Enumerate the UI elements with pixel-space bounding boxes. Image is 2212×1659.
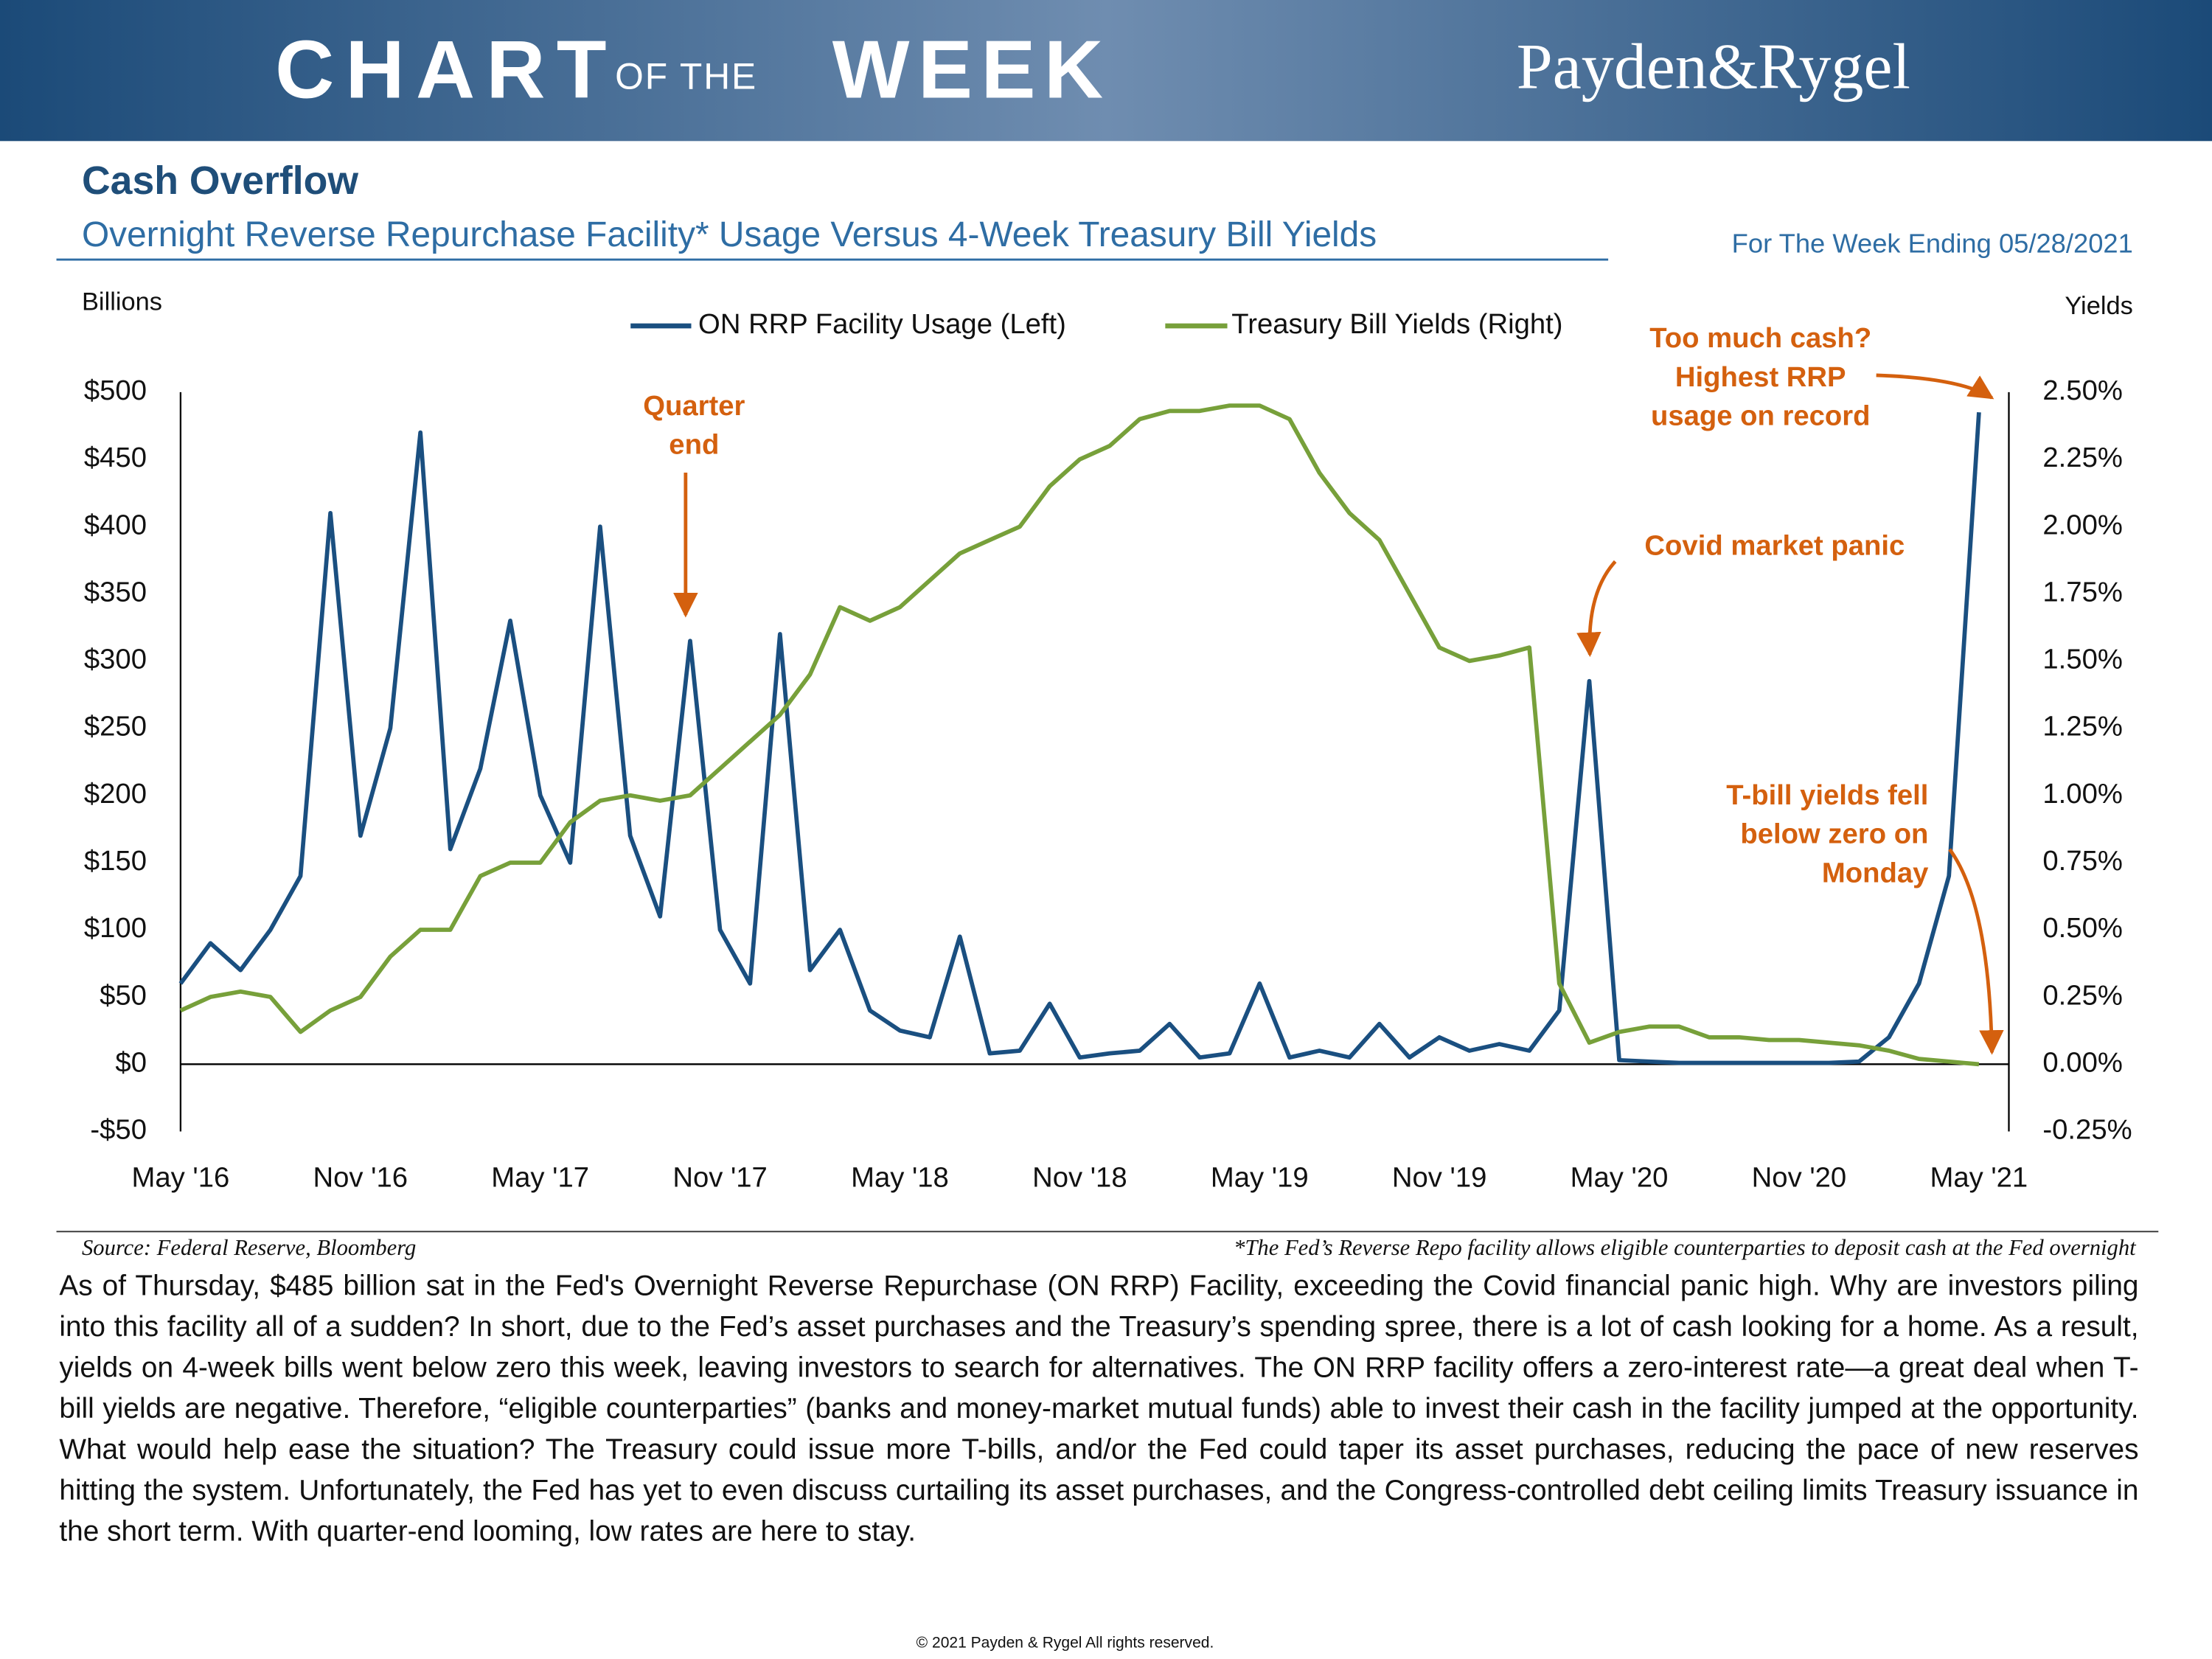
y2-tick-label: 0.75% bbox=[2042, 845, 2122, 877]
annotation: Highest RRP bbox=[1675, 361, 1846, 393]
annotation: usage on record bbox=[1651, 400, 1871, 431]
x-tick-label: May '16 bbox=[132, 1162, 230, 1194]
y2-tick-label: 1.25% bbox=[2042, 711, 2122, 742]
y-tick-label: $50 bbox=[100, 979, 147, 1011]
legend-label: Treasury Bill Yields (Right) bbox=[1231, 308, 1562, 340]
chart-subtitle: Overnight Reverse Repurchase Facility* U… bbox=[82, 215, 1377, 254]
footnote: *The Fed’s Reverse Repo facility allows … bbox=[1234, 1235, 2137, 1260]
series-line bbox=[179, 403, 1980, 1067]
y2-tick-label: 0.25% bbox=[2042, 979, 2122, 1011]
source: Source: Federal Reserve, Bloomberg bbox=[82, 1235, 416, 1260]
banner-mid: OF THE bbox=[615, 55, 757, 97]
annotation: Quarter bbox=[643, 390, 745, 422]
x-tick-label: May '20 bbox=[1571, 1162, 1669, 1194]
annotation: T-bill yields fell bbox=[1726, 779, 1928, 811]
y2-tick-label: 0.00% bbox=[2042, 1046, 2122, 1078]
y2-tick-label: 0.50% bbox=[2042, 912, 2122, 944]
plot: -$50 $0 $50 $100 $150 $200 $250 $300 $350 $400 $45… bbox=[84, 308, 2132, 1194]
annotation: end bbox=[669, 429, 719, 461]
x-tick-label: Nov '17 bbox=[672, 1162, 768, 1194]
y2-tick-label: -0.25% bbox=[2042, 1114, 2132, 1146]
y-axis-label: Billions bbox=[82, 288, 162, 316]
y-tick-label: $100 bbox=[84, 912, 147, 944]
body-box: As of Thursday, $485 billion sat in the … bbox=[59, 1270, 2139, 1548]
arrow bbox=[1948, 848, 2004, 1055]
brand: Payden&Rygel bbox=[1517, 32, 1910, 103]
arrows bbox=[673, 373, 2004, 1055]
banner bbox=[0, 0, 2212, 142]
x-tick-label: May '17 bbox=[491, 1162, 589, 1194]
y-tick-label: $200 bbox=[84, 778, 147, 810]
legend-label: ON RRP Facility Usage (Left) bbox=[698, 308, 1066, 340]
banner-right: WEEK bbox=[832, 24, 1112, 116]
y2-tick-label: 2.25% bbox=[2042, 442, 2122, 473]
series-line bbox=[178, 412, 1981, 1065]
body-paragraph: As of Thursday, $485 billion sat in the … bbox=[59, 1270, 2139, 1548]
x-tick-label: May '18 bbox=[851, 1162, 949, 1194]
y-tick-label: $150 bbox=[84, 845, 147, 877]
annotation: Covid market panic bbox=[1644, 529, 1905, 561]
annotations: Quarter end Too much cash? Highest RRP usage… bbox=[643, 322, 1929, 888]
copyright: © 2021 Payden & Rygel All rights reserve… bbox=[917, 1635, 1214, 1652]
y2-tick-label: 1.75% bbox=[2042, 576, 2122, 608]
y2-tick-label: 1.50% bbox=[2042, 644, 2122, 675]
arrow bbox=[1876, 373, 1994, 400]
banner-left: CHART bbox=[275, 24, 618, 116]
date-note: For The Week Ending 05/28/2021 bbox=[1732, 229, 2133, 259]
y2-axis-label: Yields bbox=[2065, 292, 2132, 320]
chart-title: Cash Overflow bbox=[82, 159, 358, 203]
y-tick-label: $450 bbox=[84, 442, 147, 473]
y2-tick-label: 2.00% bbox=[2042, 509, 2122, 540]
annotation: Too much cash? bbox=[1649, 322, 1871, 354]
x-tick-label: Nov '16 bbox=[313, 1162, 408, 1194]
y-tick-label: -$50 bbox=[90, 1114, 147, 1146]
y2-tick-label: 1.00% bbox=[2042, 778, 2122, 810]
y-tick-label: $250 bbox=[84, 711, 147, 742]
annotation: below zero on bbox=[1740, 818, 1928, 850]
y-tick-label: $500 bbox=[84, 375, 147, 406]
y-tick-label: $400 bbox=[84, 509, 147, 540]
annotation: Monday bbox=[1822, 857, 1929, 888]
y-tick-label: $350 bbox=[84, 576, 147, 608]
x-tick-label: Nov '19 bbox=[1392, 1162, 1487, 1194]
x-tick-label: Nov '18 bbox=[1032, 1162, 1127, 1194]
y-tick-label: $0 bbox=[115, 1046, 147, 1078]
x-tick-label: May '21 bbox=[1930, 1162, 2028, 1194]
x-tick-label: May '19 bbox=[1211, 1162, 1309, 1194]
x-tick-label: Nov '20 bbox=[1752, 1162, 1847, 1194]
y-tick-label: $300 bbox=[84, 644, 147, 675]
arrow bbox=[1576, 560, 1617, 658]
y2-tick-label: 2.50% bbox=[2042, 375, 2122, 406]
